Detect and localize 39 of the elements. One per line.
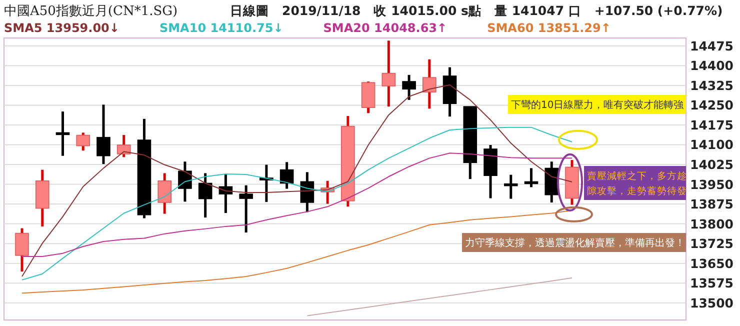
candlestick	[239, 184, 253, 234]
line-series	[306, 277, 572, 316]
y-tick-label: 13950	[690, 176, 734, 192]
candlestick	[96, 103, 110, 166]
candlestick	[280, 160, 294, 190]
candlestick	[158, 172, 172, 216]
candlestick	[402, 74, 416, 102]
candlestick	[116, 134, 131, 158]
candlestick	[198, 172, 212, 219]
text: SMA60 13851.29↑	[487, 21, 611, 35]
candlestick	[218, 172, 233, 214]
y-tick-label: 13500	[690, 295, 734, 310]
candlestick	[76, 131, 90, 152]
y-tick-label: 13575	[690, 276, 734, 291]
y-tick-label: 13875	[690, 196, 734, 212]
y-tick-label: 14025	[690, 157, 734, 172]
chart-subtitle: 日線圖 2019/11/18 收 14015.00 s點 量 141047 口 +107.50 (+0.77%)	[230, 3, 723, 18]
annotation: 下彎的10日線壓力，唯有突破才能轉強	[511, 99, 684, 111]
text: 賣壓減輕之下，多方趁隙攻擊，走勢蓄勢待發	[587, 170, 687, 197]
y-tick-label: 14175	[690, 117, 734, 132]
y-tick-label: 14250	[690, 98, 734, 113]
y-tick-label: 13650	[690, 256, 734, 271]
candlestick	[504, 174, 518, 200]
text: SMA20 14048.63↑	[323, 21, 448, 35]
text: SMA5 13959.00↓	[4, 21, 120, 35]
annotation: 力守季線支撐，透過震盪化解賣壓，準備再出發！	[465, 237, 685, 249]
y-tick-label: 13725	[690, 236, 734, 252]
y-tick-label: 14325	[690, 78, 734, 93]
candlestick	[300, 170, 314, 214]
y-tick-label: 14400	[690, 58, 734, 74]
y-tick-label: 14100	[690, 137, 734, 152]
chart-title: 中國A50指數近月(CN*1.SG)	[4, 4, 178, 19]
text: SMA10 14110.75↓	[159, 21, 284, 35]
y-tick-label: 13800	[690, 216, 734, 232]
y-tick-label: 14475	[690, 38, 734, 54]
candlestick	[178, 160, 192, 203]
candlestick	[15, 227, 29, 273]
candlestick	[422, 58, 436, 110]
candlestick	[382, 39, 396, 108]
